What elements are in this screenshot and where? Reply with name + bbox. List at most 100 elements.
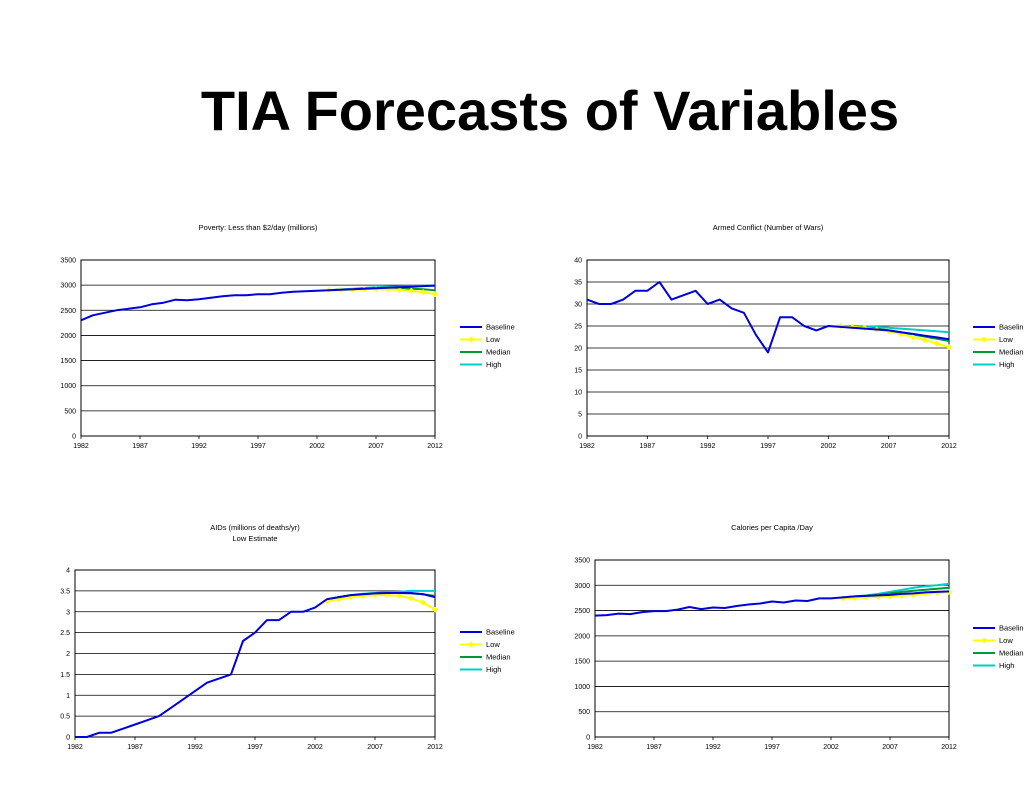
legend: Baseline Low Median High	[460, 628, 515, 674]
legend-marker	[468, 336, 474, 343]
page-title: TIA Forecasts of Variables	[200, 79, 900, 142]
y-tick-label: 2500	[60, 308, 76, 315]
y-tick-label: 0	[586, 735, 590, 742]
data-point-low	[921, 337, 928, 344]
x-tick-label: 2002	[823, 744, 839, 751]
series-line-low	[326, 594, 436, 611]
y-tick-label: 1500	[60, 358, 76, 365]
legend-label: Low	[999, 636, 1013, 645]
y-tick-label: 20	[574, 346, 582, 353]
x-tick-label: 2007	[368, 443, 384, 450]
x-tick-label: 1992	[191, 443, 207, 450]
chart-title: Armed Conflict (Number of Wars)	[713, 223, 824, 232]
data-point-low	[909, 334, 916, 340]
y-tick-label: 15	[574, 368, 582, 375]
chart-aids: AIDs (millions of deaths/yr) Low Estimate…	[60, 523, 515, 751]
chart-subtitle: Low Estimate	[232, 534, 277, 543]
y-tick-label: 0.5	[60, 714, 70, 721]
y-tick-label: 3000	[60, 283, 76, 290]
legend-label: Baseline	[999, 624, 1024, 633]
legend-label: Baseline	[486, 323, 515, 332]
y-tick-label: 0	[578, 434, 582, 441]
data-point-low	[396, 592, 402, 599]
chart-title: Poverty: Less than $2/day (millions)	[199, 223, 318, 232]
data-point-low	[408, 287, 415, 294]
x-tick-label: 2002	[309, 443, 325, 450]
x-tick-label: 1997	[760, 443, 776, 450]
legend-marker	[981, 637, 987, 644]
data-point-low	[420, 599, 426, 606]
data-point-low	[384, 592, 390, 599]
y-tick-label: 1000	[60, 383, 76, 390]
legend-label: High	[486, 665, 501, 674]
y-tick-label: 2000	[60, 333, 76, 340]
legend-marker	[468, 641, 474, 648]
y-tick-label: 3500	[60, 258, 76, 265]
data-point-low	[408, 595, 414, 602]
y-tick-label: 0	[72, 434, 76, 441]
y-tick-label: 25	[574, 324, 582, 331]
legend-label: Baseline	[486, 628, 515, 637]
x-tick-label: 1992	[187, 744, 203, 751]
legend-label: High	[486, 360, 501, 369]
legend-label: Median	[999, 649, 1024, 658]
legend: Baseline Low Median High	[460, 323, 515, 369]
legend-label: Low	[486, 640, 500, 649]
x-tick-label: 1987	[640, 443, 656, 450]
legend: Baseline Low Median High	[973, 323, 1024, 369]
y-tick-label: 1.5	[60, 672, 70, 679]
x-tick-label: 1987	[646, 744, 662, 751]
legend-marker	[981, 336, 987, 343]
chart-armed-conflict: Armed Conflict (Number of Wars) 0 5 10 15 20 2…	[574, 223, 1024, 450]
series-line-low	[842, 590, 950, 600]
x-tick-label: 2002	[821, 443, 837, 450]
y-tick-label: 1000	[574, 684, 590, 691]
data-point-low	[396, 286, 403, 293]
data-point-low	[432, 606, 438, 613]
data-point-low	[933, 340, 940, 347]
y-tick-label: 40	[574, 258, 582, 265]
y-tick-label: 2000	[574, 633, 590, 640]
x-tick-label: 2012	[941, 744, 957, 751]
x-tick-label: 1997	[247, 744, 263, 751]
data-point-low	[897, 330, 904, 337]
x-tick-label: 1987	[127, 744, 143, 751]
x-tick-label: 1987	[132, 443, 148, 450]
y-tick-label: 3000	[574, 583, 590, 590]
y-tick-label: 3.5	[60, 588, 70, 595]
chart-poverty: Poverty: Less than $2/day (millions) 0 500…	[60, 223, 515, 450]
legend-label: Median	[486, 348, 511, 357]
y-tick-label: 3500	[574, 558, 590, 565]
legend: Baseline Low Median High	[973, 624, 1024, 670]
chart-title: Calories per Capita /Day	[731, 523, 813, 532]
series-line-baseline	[586, 281, 950, 354]
x-tick-label: 1982	[67, 744, 83, 751]
series-line-baseline	[80, 284, 436, 322]
series-line-baseline	[75, 592, 436, 738]
x-tick-label: 2012	[427, 744, 443, 751]
legend-label: High	[999, 360, 1014, 369]
plot-area	[594, 559, 950, 738]
y-tick-label: 2	[66, 651, 70, 658]
y-tick-label: 500	[64, 408, 76, 415]
chart-calories: Calories per Capita /Day 0 500 1000 1500 2000…	[574, 523, 1024, 751]
legend-label: Low	[486, 335, 500, 344]
data-point-low	[432, 291, 438, 298]
x-tick-label: 2002	[307, 744, 323, 751]
x-tick-label: 2007	[881, 443, 897, 450]
x-tick-label: 2012	[941, 443, 957, 450]
x-tick-label: 2007	[367, 744, 383, 751]
y-tick-label: 30	[574, 302, 582, 309]
data-point-low	[875, 593, 882, 600]
y-tick-label: 3	[66, 609, 70, 616]
y-tick-label: 0	[66, 735, 70, 742]
data-point-low	[336, 596, 342, 603]
legend-label: Median	[486, 653, 511, 662]
y-tick-label: 10	[574, 390, 582, 397]
chart-title: AIDs (millions of deaths/yr)	[210, 523, 300, 532]
x-tick-label: 1992	[700, 443, 716, 450]
x-tick-label: 1982	[73, 443, 89, 450]
y-tick-label: 500	[578, 709, 590, 716]
x-tick-label: 1997	[764, 744, 780, 751]
series-line-baseline	[594, 590, 950, 617]
